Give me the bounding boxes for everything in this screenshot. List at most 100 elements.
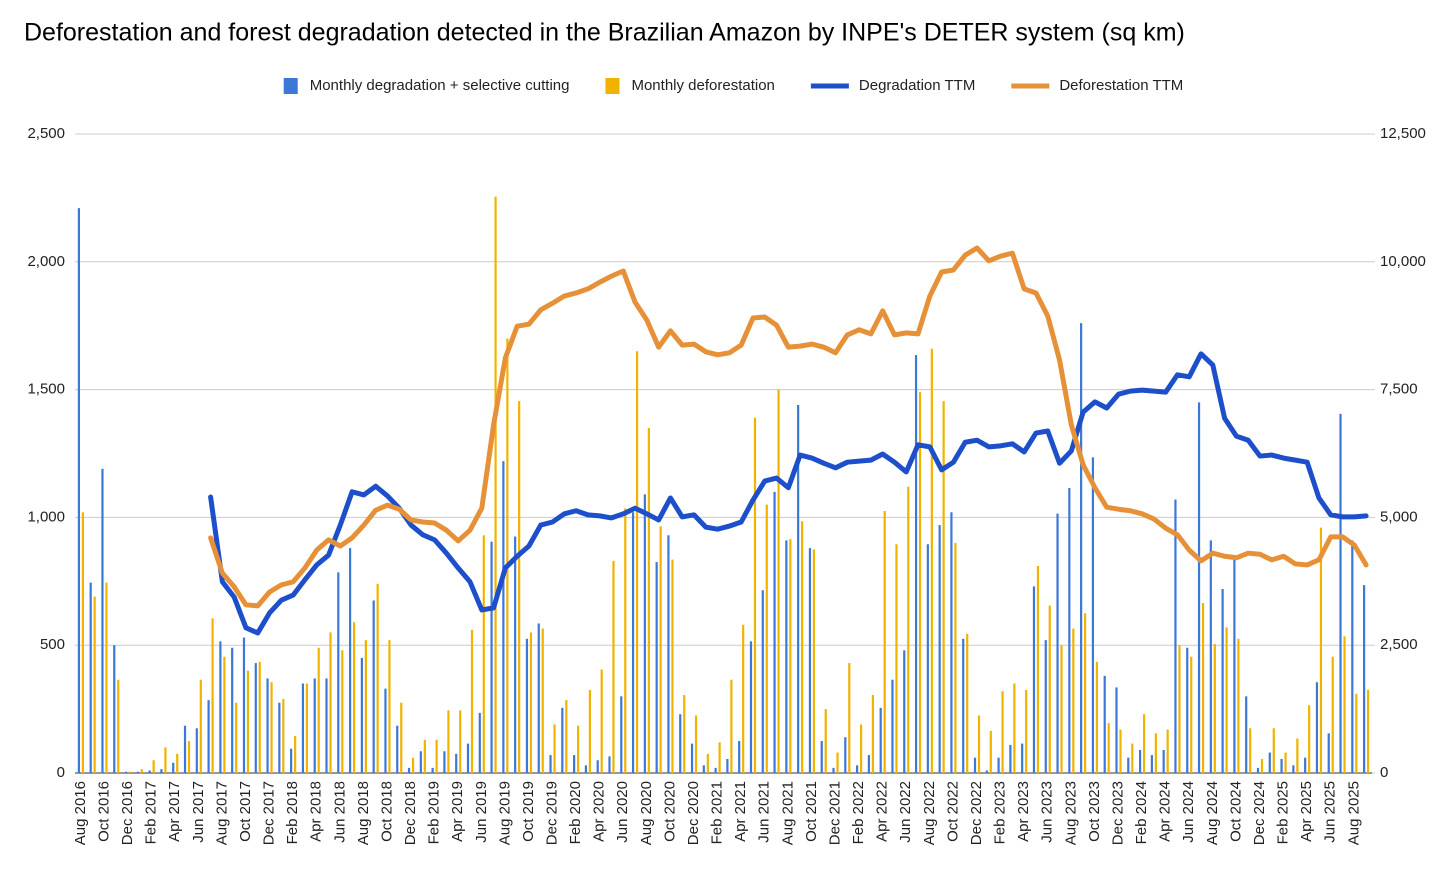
bar [844,737,847,773]
y2-tick-label: 0 [1380,764,1388,781]
bar [553,724,556,773]
bar [1351,540,1354,773]
bar [1013,683,1016,773]
legend-swatch [605,78,620,94]
bar [1162,749,1165,773]
bar [372,600,375,773]
bar [1084,613,1087,773]
bar [561,707,564,773]
bar [1237,638,1240,773]
bar [290,748,293,773]
bar [918,392,922,773]
bar [730,679,733,773]
bar [1296,738,1299,773]
bar [1115,687,1118,773]
bar [1174,499,1177,773]
bar [160,769,163,773]
bar [478,712,481,773]
bar [1178,645,1181,773]
bar [812,549,816,773]
bar [1308,705,1311,773]
bar [930,348,933,773]
bar [1048,605,1051,773]
x-tick-label: Apr 2023 [1015,781,1032,842]
y-tick-label: 1,000 [27,508,65,525]
bar [1260,758,1264,773]
bar [93,596,96,773]
bar [706,753,709,773]
bar [742,624,745,773]
bar [195,728,198,773]
bar [518,401,521,773]
bar [1025,689,1028,773]
bar [502,461,505,773]
bar [235,702,238,773]
bar [1091,457,1095,773]
bar [117,679,120,773]
bar [848,663,851,773]
bar [431,767,434,773]
bar [313,678,316,773]
x-tick-label: Oct 2019 [520,781,537,842]
legend-label: Monthly deforestation [631,77,774,94]
bar [1056,513,1059,773]
x-tick-label: Aug 2020 [638,781,655,845]
bar [962,638,965,773]
x-tick-label: Aug 2022 [921,781,938,845]
bar [301,683,305,773]
bar [187,741,191,773]
bar [1268,752,1271,773]
bar [423,739,426,773]
bar [914,355,918,773]
bar [761,590,764,773]
bar [777,389,780,773]
bar [596,760,599,773]
bar [655,562,658,773]
x-tick-label: Jun 2023 [1039,781,1056,843]
bar [635,351,639,773]
bar [183,725,187,773]
bar [1186,647,1189,773]
x-tick-label: Dec 2020 [685,781,702,845]
x-tick-label: Jun 2018 [331,781,348,843]
bar [140,769,143,773]
x-tick-label: Apr 2018 [308,781,325,842]
x-tick-label: Feb 2021 [709,781,726,844]
bar [152,760,155,773]
bar [305,683,309,773]
bar [482,535,485,773]
bar [77,208,80,773]
x-tick-label: Aug 2023 [1062,781,1079,845]
bar [470,629,474,773]
y2-tick-label: 10,000 [1380,253,1426,270]
y-tick-label: 2,000 [27,253,65,270]
legend-label: Deforestation TTM [1059,77,1183,94]
bar [81,512,84,773]
bar [1119,729,1122,773]
bar [855,765,859,773]
bar [514,536,517,773]
bar [1154,733,1157,773]
bar [1225,627,1228,773]
bar [101,468,104,773]
bar [985,770,988,773]
x-tick-label: Aug 2018 [355,781,372,845]
x-tick-label: Dec 2019 [544,781,561,845]
bar [1103,675,1106,773]
bar [124,771,128,773]
x-tick-label: Jun 2022 [897,781,914,843]
bar [832,767,835,773]
bar [1068,488,1071,773]
x-tick-label: Dec 2022 [968,781,985,845]
bar [105,582,108,773]
bar [136,771,139,773]
bar [836,752,839,773]
bar [997,757,1000,773]
bar [785,540,788,773]
bar [384,688,387,773]
bar [506,338,509,773]
legend: Monthly degradation + selective cutting M… [283,77,1183,94]
x-tick-label: Jun 2020 [614,781,631,843]
bar [588,689,592,773]
